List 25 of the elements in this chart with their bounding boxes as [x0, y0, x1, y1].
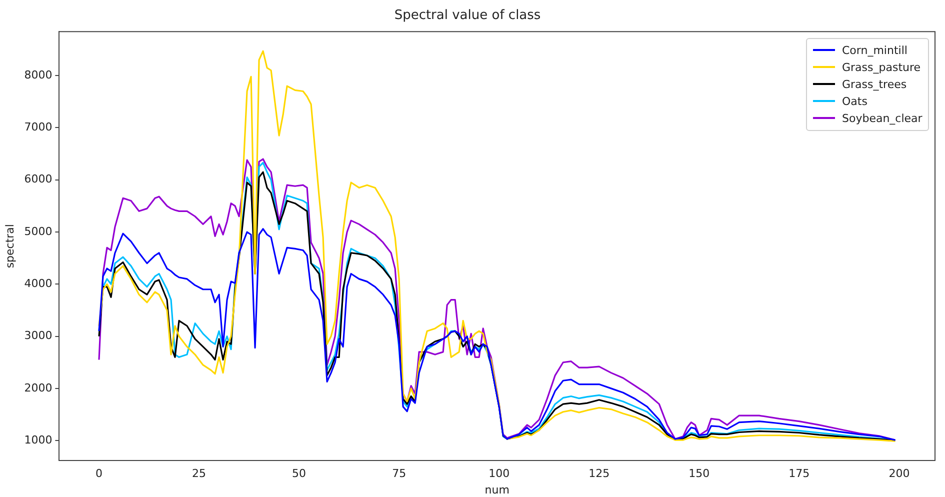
legend-label: Grass_pasture [842, 60, 921, 74]
x-tick-label: 200 [888, 467, 910, 480]
y-tick-label: 6000 [24, 172, 52, 186]
y-tick-label: 4000 [24, 277, 52, 290]
x-tick-label: 50 [292, 467, 306, 480]
legend-label: Soybean_clear [842, 112, 922, 125]
y-tick-label: 7000 [24, 120, 52, 134]
legend-label: Grass_trees [842, 78, 907, 91]
y-tick-label: 5000 [24, 224, 52, 238]
x-axis-title: num [484, 483, 510, 496]
x-tick-label: 150 [688, 467, 710, 480]
y-tick-label: 8000 [24, 68, 52, 82]
legend-label: Corn_mintill [842, 44, 908, 57]
legend-label: Oats [842, 94, 868, 108]
y-tick-label: 1000 [24, 433, 52, 446]
x-tick-label: 25 [192, 467, 206, 480]
x-tick-label: 125 [588, 467, 610, 480]
y-tick-label: 3000 [24, 329, 52, 342]
x-tick-label: 75 [392, 467, 406, 480]
chart-title: Spectral value of class [394, 8, 541, 24]
x-tick-label: 100 [488, 467, 510, 480]
y-axis-title: spectral [3, 224, 16, 268]
y-tick-label: 2000 [24, 381, 52, 394]
x-tick-label: 0 [96, 467, 103, 480]
x-tick-label: 175 [788, 467, 810, 480]
